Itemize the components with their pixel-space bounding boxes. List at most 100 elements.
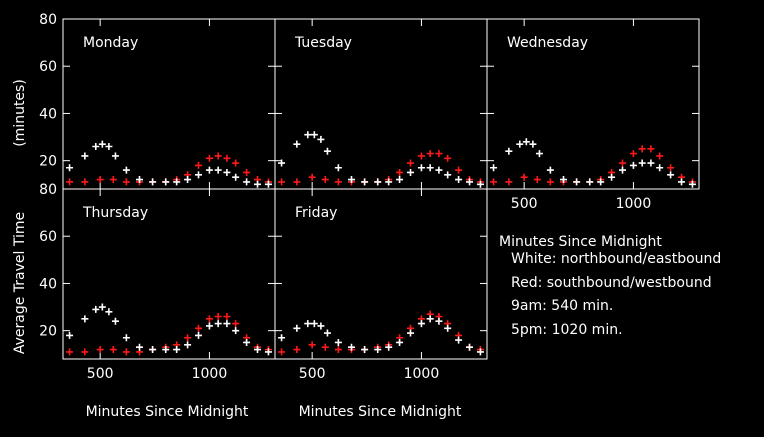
white-series-point: [656, 164, 664, 172]
white-series-point: [304, 131, 312, 139]
red-series-point: [334, 178, 342, 186]
red-series-point: [426, 150, 434, 158]
white-series-point: [678, 178, 686, 186]
legend-line-9am: 9am: 540 min.: [511, 298, 613, 314]
white-series-point: [385, 178, 393, 186]
white-series-point: [688, 180, 696, 188]
red-series-point: [619, 159, 627, 167]
red-series-point: [321, 176, 329, 184]
white-series-point: [205, 322, 213, 330]
white-series-point: [317, 322, 325, 330]
white-series-point: [426, 164, 434, 172]
white-series-point: [149, 346, 157, 354]
y-tick-label: 60: [39, 59, 57, 75]
white-series-point: [597, 178, 605, 186]
legend: Minutes Since Midnight White: northbound…: [499, 234, 721, 338]
red-series-point: [334, 346, 342, 354]
red-series-point: [232, 159, 240, 167]
red-series-point: [533, 176, 541, 184]
red-series-point: [278, 348, 286, 356]
white-series-point: [559, 176, 567, 184]
white-series-point: [667, 171, 675, 179]
red-series-point: [214, 313, 222, 320]
white-series-point: [444, 171, 452, 179]
red-series-point: [184, 334, 192, 342]
white-series-point: [444, 324, 452, 332]
white-series-point: [195, 331, 203, 339]
red-series-point: [122, 178, 130, 186]
white-series-point: [629, 161, 637, 169]
white-series-point: [98, 303, 106, 311]
y-tick-label: 20: [39, 154, 57, 170]
panel-title: Monday: [83, 35, 138, 51]
white-series-point: [573, 178, 581, 186]
y-tick-label: 20: [39, 324, 57, 340]
panel-thursday: Thursday 500 1000 20 40 60 80: [39, 182, 276, 382]
white-series-point: [149, 178, 157, 186]
red-series-point: [435, 150, 443, 158]
red-series-point: [293, 346, 301, 354]
red-series-point: [321, 343, 329, 351]
white-series-point: [535, 150, 543, 158]
white-series-point: [264, 180, 272, 188]
white-series-point: [490, 164, 498, 172]
x-tick-label: 1000: [404, 366, 440, 382]
red-series-point: [629, 150, 637, 158]
white-series-point: [361, 178, 369, 186]
white-series-point: [310, 320, 318, 328]
white-series-point: [223, 168, 231, 176]
red-series-point: [232, 320, 240, 328]
red-series-point: [81, 178, 89, 186]
white-series-point: [529, 140, 537, 148]
white-series-point: [105, 143, 113, 150]
legend-line-red: Red: southbound/westbound: [511, 275, 712, 291]
x-tick-label: 500: [299, 366, 326, 382]
red-series-point: [96, 346, 104, 354]
white-series-point: [505, 147, 513, 155]
white-series-point: [466, 343, 474, 351]
white-series-point: [223, 320, 231, 328]
red-series-point: [223, 313, 231, 320]
white-series-point: [293, 140, 301, 148]
white-series-point: [81, 315, 89, 323]
white-series-point: [278, 159, 286, 167]
red-series-point: [520, 173, 528, 181]
x-tick-label: 500: [511, 196, 538, 212]
white-series-point: [638, 159, 646, 167]
red-series-point: [490, 178, 498, 186]
legend-line-5pm: 5pm: 1020 min.: [511, 322, 623, 338]
y-tick-label: 60: [39, 229, 57, 245]
white-series-point: [122, 334, 130, 342]
legend-line-white: White: northbound/eastbound: [511, 251, 721, 267]
panel-frame: [486, 18, 700, 190]
white-series-point: [435, 317, 443, 325]
red-series-point: [505, 178, 513, 186]
legend-title: Minutes Since Midnight: [499, 234, 662, 250]
panel-title: Wednesday: [507, 35, 588, 51]
white-series-point: [214, 320, 222, 328]
white-series-point: [92, 305, 100, 313]
panel-wednesday: Wednesday 500 1000: [486, 18, 700, 212]
x-tick-label: 500: [87, 366, 114, 382]
white-series-point: [310, 131, 318, 139]
white-series-point: [396, 176, 404, 184]
white-series-point: [66, 331, 74, 339]
red-series-point: [308, 341, 316, 349]
red-series-point: [223, 154, 231, 162]
red-series-point: [122, 348, 130, 356]
white-series-point: [232, 173, 240, 181]
white-series-point: [466, 178, 474, 186]
white-series-point: [407, 168, 415, 176]
white-series-point: [407, 329, 415, 337]
red-series-point: [243, 168, 251, 176]
y-tick-label: 80: [39, 182, 57, 198]
red-series-point: [293, 178, 301, 186]
red-series-point: [656, 152, 664, 160]
white-series-point: [374, 346, 382, 354]
panel-frame: [274, 188, 488, 360]
red-series-point: [205, 154, 213, 162]
y-axis-label-top: (minutes): [12, 79, 28, 147]
white-series-point: [243, 338, 251, 346]
